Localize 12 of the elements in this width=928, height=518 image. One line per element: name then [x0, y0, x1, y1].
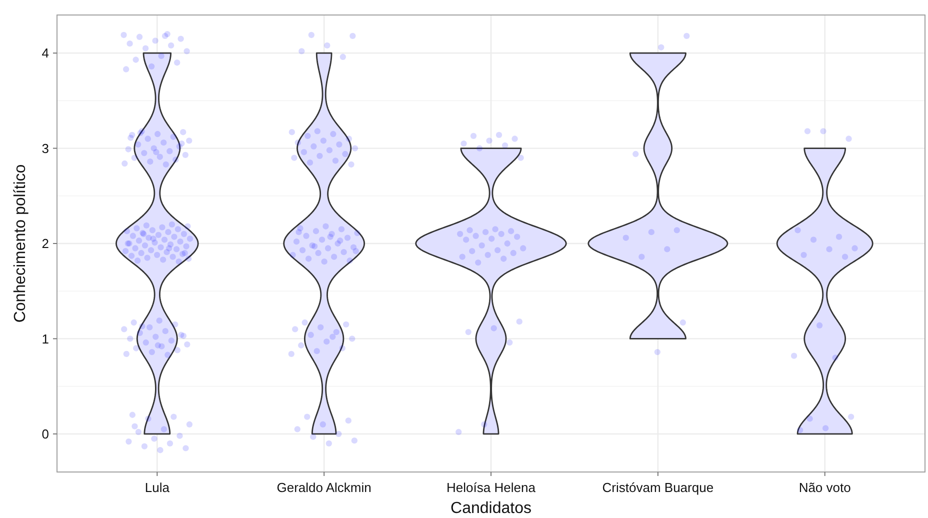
y-tick-label: 2 [42, 236, 49, 252]
x-tick-label: Geraldo Alckmin [276, 480, 372, 495]
x-tick-label: Lula [144, 480, 170, 495]
y-tick-label: 1 [42, 331, 49, 346]
x-tick-label: Cristóvam Buarque [602, 480, 714, 495]
y-tick-label: 4 [42, 46, 49, 61]
y-axis-title: Conhecimento político [12, 164, 29, 323]
y-tick-label: 3 [42, 140, 49, 156]
x-tick-label: Não voto [798, 480, 851, 495]
x-axis-title: Candidatos [450, 500, 532, 517]
y-tick-label: 0 [42, 426, 49, 442]
x-tick-label: Heloísa Helena [446, 480, 536, 495]
